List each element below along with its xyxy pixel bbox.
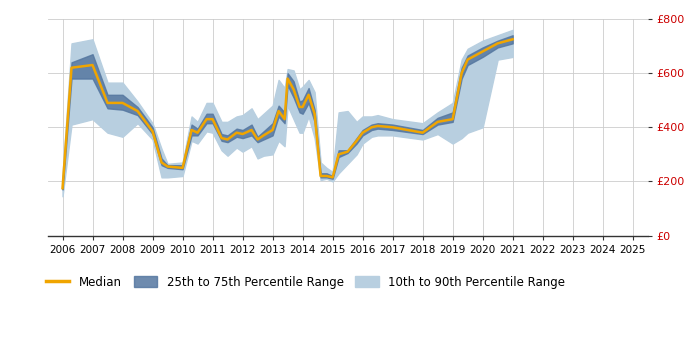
Legend: Median, 25th to 75th Percentile Range, 10th to 90th Percentile Range: Median, 25th to 75th Percentile Range, 1… bbox=[40, 270, 571, 295]
